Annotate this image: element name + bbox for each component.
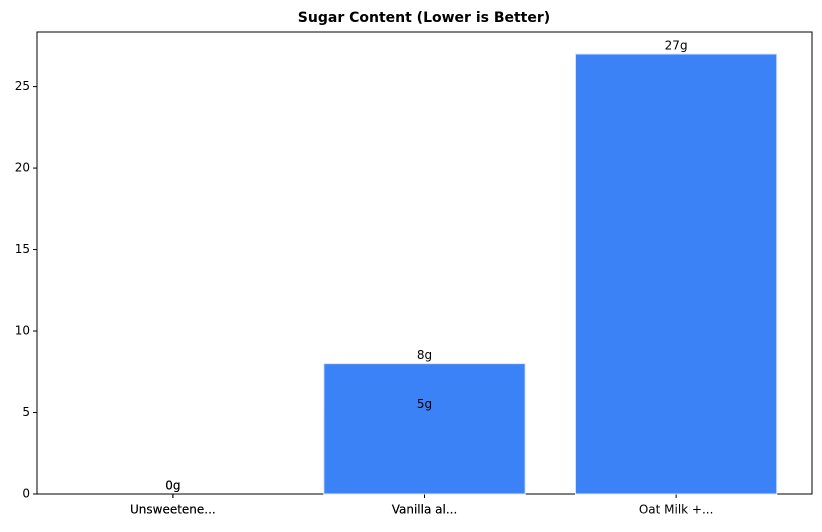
value-label: 5g [417, 397, 432, 411]
y-tick-label: 5 [22, 405, 30, 419]
bar [574, 53, 778, 495]
value-label: 0g [165, 479, 180, 493]
value-label: 27g [665, 39, 688, 53]
x-tick-label: Oat Milk +... [639, 503, 714, 517]
x-tick-label: Unsweetene... [130, 503, 216, 517]
y-tick-label: 25 [15, 79, 30, 93]
bar [323, 363, 526, 495]
value-label: 0g [165, 479, 180, 493]
x-tick-label: Vanilla al... [392, 503, 458, 517]
x-tick-label: Vanilla al... [392, 503, 458, 517]
y-tick-label: 20 [15, 161, 30, 175]
x-tick-label: Unsweetene... [130, 503, 216, 517]
y-tick-label: 10 [15, 324, 30, 338]
y-tick-label: 0 [22, 487, 30, 501]
value-label: 8g [417, 348, 432, 362]
y-tick-label: 15 [15, 242, 30, 256]
chart-title: Sugar Content (Lower is Better) [298, 10, 550, 26]
